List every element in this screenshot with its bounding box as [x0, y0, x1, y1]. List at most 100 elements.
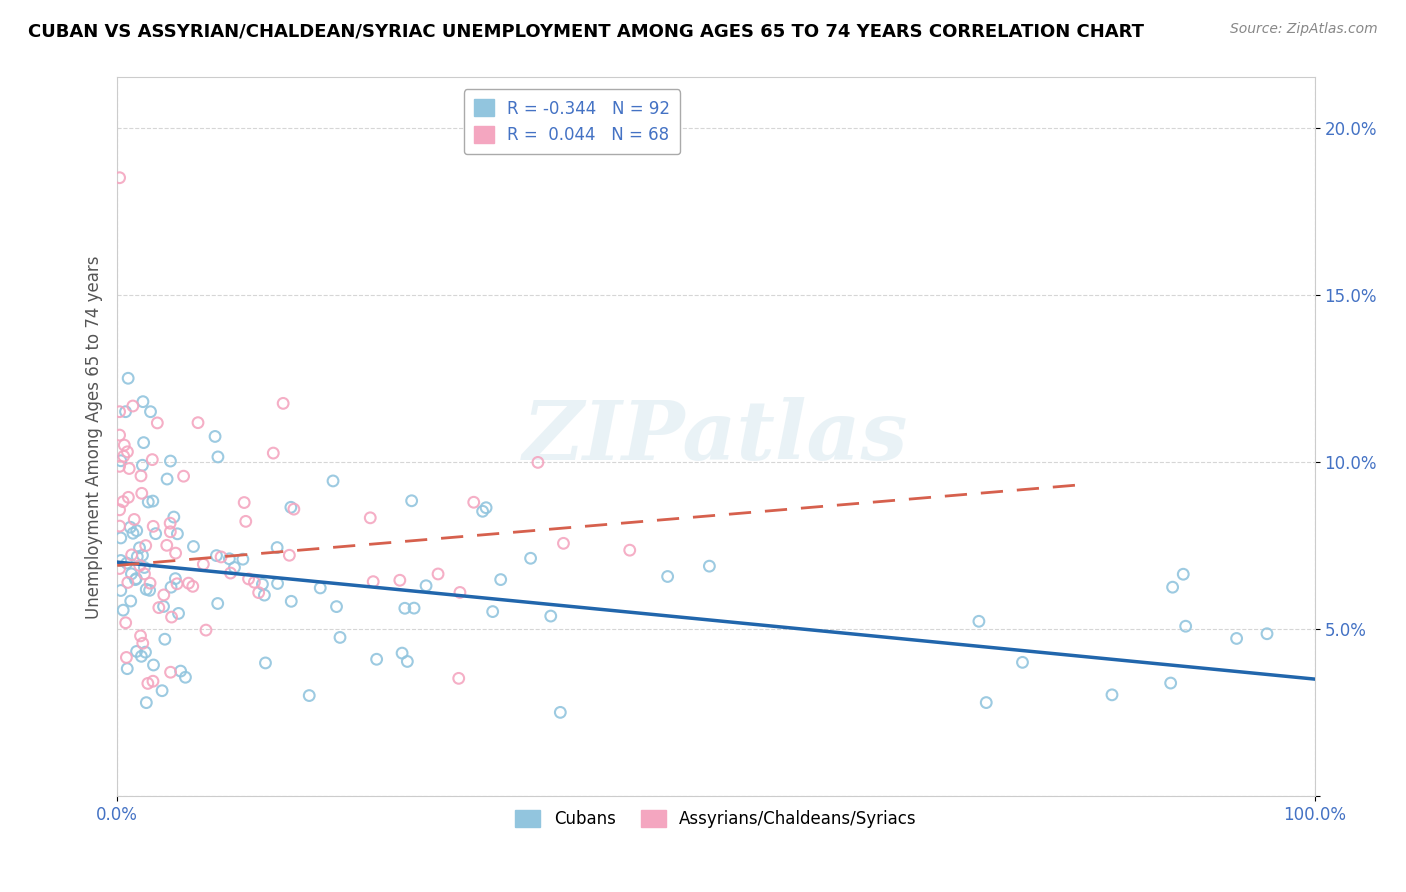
Point	[112, 438, 135, 452]
Point	[117, 371, 139, 385]
Point	[309, 581, 332, 595]
Point	[224, 560, 246, 574]
Point	[449, 585, 471, 599]
Point	[131, 649, 153, 664]
Point	[159, 516, 181, 531]
Point	[471, 504, 494, 518]
Point	[108, 405, 131, 419]
Point	[142, 494, 165, 508]
Point	[266, 576, 288, 591]
Point	[150, 683, 173, 698]
Point	[142, 674, 165, 689]
Point	[1256, 626, 1278, 640]
Point	[131, 458, 153, 473]
Point	[108, 428, 131, 442]
Point	[1160, 676, 1182, 690]
Point	[160, 610, 183, 624]
Point	[115, 556, 138, 570]
Point	[401, 493, 423, 508]
Point	[142, 519, 165, 533]
Point	[550, 706, 572, 720]
Point	[194, 623, 217, 637]
Point	[148, 600, 170, 615]
Point	[388, 574, 411, 588]
Point	[115, 650, 138, 665]
Point	[219, 566, 242, 580]
Point	[156, 472, 179, 486]
Point	[278, 548, 301, 562]
Point	[204, 429, 226, 443]
Point	[1173, 567, 1195, 582]
Point	[233, 495, 256, 509]
Point	[121, 399, 143, 413]
Point	[142, 658, 165, 673]
Point	[134, 560, 156, 574]
Point	[699, 559, 721, 574]
Point	[117, 575, 139, 590]
Point	[489, 573, 512, 587]
Point	[136, 676, 159, 690]
Point	[553, 536, 575, 550]
Point	[112, 494, 135, 508]
Point	[108, 503, 131, 517]
Point	[131, 486, 153, 500]
Point	[283, 502, 305, 516]
Y-axis label: Unemployment Among Ages 65 to 74 years: Unemployment Among Ages 65 to 74 years	[86, 255, 103, 618]
Point	[243, 575, 266, 590]
Point	[159, 665, 181, 680]
Point	[120, 520, 142, 534]
Point	[209, 549, 232, 564]
Point	[139, 576, 162, 591]
Point	[117, 445, 139, 459]
Point	[247, 585, 270, 599]
Point	[253, 588, 276, 602]
Point	[262, 446, 284, 460]
Point	[117, 662, 139, 676]
Point	[166, 576, 188, 591]
Point	[121, 548, 143, 562]
Point	[165, 572, 187, 586]
Point	[280, 594, 302, 608]
Point	[128, 558, 150, 573]
Point	[139, 405, 162, 419]
Point	[145, 526, 167, 541]
Point	[108, 519, 131, 533]
Point	[108, 459, 131, 474]
Point	[125, 644, 148, 658]
Point	[1226, 632, 1249, 646]
Point	[519, 551, 541, 566]
Point	[1101, 688, 1123, 702]
Point	[207, 450, 229, 464]
Point	[112, 603, 135, 617]
Point	[183, 540, 205, 554]
Point	[169, 664, 191, 678]
Point	[135, 696, 157, 710]
Point	[359, 511, 381, 525]
Point	[114, 405, 136, 419]
Point	[124, 573, 146, 587]
Legend: Cubans, Assyrians/Chaldeans/Syriacs: Cubans, Assyrians/Chaldeans/Syriacs	[509, 803, 924, 835]
Point	[120, 566, 142, 581]
Point	[167, 607, 190, 621]
Point	[152, 599, 174, 614]
Point	[1161, 580, 1184, 594]
Point	[427, 566, 450, 581]
Point	[266, 541, 288, 555]
Point	[129, 629, 152, 643]
Text: Source: ZipAtlas.com: Source: ZipAtlas.com	[1230, 22, 1378, 37]
Point	[254, 656, 277, 670]
Point	[118, 461, 141, 475]
Point	[657, 569, 679, 583]
Point	[135, 539, 157, 553]
Point	[415, 579, 437, 593]
Point	[132, 394, 155, 409]
Point	[108, 170, 131, 185]
Point	[205, 549, 228, 563]
Point	[173, 469, 195, 483]
Point	[238, 572, 260, 586]
Point	[974, 696, 997, 710]
Point	[193, 558, 215, 572]
Point	[146, 416, 169, 430]
Point	[177, 576, 200, 591]
Point	[235, 514, 257, 528]
